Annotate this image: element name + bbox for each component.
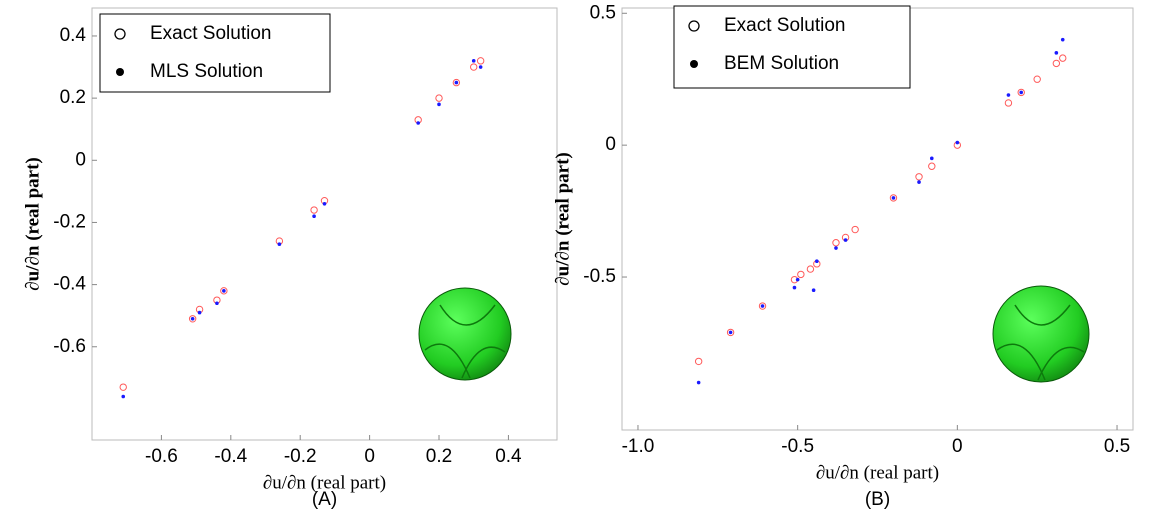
data-point (222, 289, 226, 293)
x-tick-label: -1.0 (622, 436, 655, 457)
data-point (121, 394, 126, 399)
data-point (726, 328, 735, 337)
data-point (215, 301, 219, 306)
data-point (834, 246, 838, 250)
data-point (891, 196, 896, 200)
sphere-a (418, 287, 512, 381)
data-point (476, 57, 485, 65)
data-point (1054, 51, 1059, 55)
data-point (188, 315, 197, 323)
x-tick-label: 0.5 (1104, 436, 1130, 457)
y-tick-label: -0.5 (583, 266, 616, 287)
x-tick-label: -0.4 (214, 446, 247, 467)
data-point (758, 302, 767, 310)
data-point (955, 140, 960, 145)
data-point (478, 65, 483, 69)
y-tick-label: -0.6 (53, 336, 86, 357)
x-tick-label: 0.4 (495, 446, 522, 467)
data-point (454, 80, 459, 85)
x-tick-label: 0 (952, 436, 963, 457)
data-point (728, 330, 733, 335)
data-point (795, 277, 800, 282)
x-tick-label: -0.6 (145, 446, 178, 467)
legend-box (99, 13, 331, 93)
y-tick-label: 0.4 (60, 25, 87, 46)
legend-marker (690, 60, 698, 68)
data-point (760, 304, 765, 308)
data-point (928, 162, 936, 170)
y-tick-label: 0.5 (590, 2, 616, 23)
y-tick-label: -0.2 (53, 211, 86, 232)
data-point (811, 288, 816, 293)
legend-label: MLS Solution (150, 61, 263, 82)
y-tick-label: 0 (75, 149, 86, 170)
legend-label: Exact Solution (724, 15, 845, 36)
y-tick-label: 0 (605, 134, 616, 155)
data-point (310, 206, 318, 214)
data-point (1059, 54, 1067, 62)
caption: (A) (312, 489, 337, 510)
data-point (806, 265, 815, 273)
data-point (843, 238, 848, 242)
data-point (1017, 88, 1025, 97)
data-point (694, 357, 703, 366)
data-point (452, 78, 461, 87)
data-point (416, 121, 420, 125)
data-point (696, 380, 701, 385)
data-point (220, 287, 228, 295)
data-point (851, 225, 859, 234)
data-point (1004, 99, 1013, 107)
y-axis-label: ∂u/∂n (real part) (552, 152, 573, 285)
data-point (322, 201, 327, 206)
legend-marker (114, 28, 126, 40)
x-tick-label: 0.2 (426, 446, 452, 467)
sphere-b (992, 285, 1090, 383)
data-point (929, 156, 934, 161)
legend-box (673, 5, 911, 89)
x-tick-label: 0 (364, 446, 375, 467)
y-tick-label: 0.2 (60, 87, 86, 108)
y-tick-label: -0.4 (53, 274, 86, 295)
data-point (190, 316, 195, 321)
legend-label: BEM Solution (724, 53, 839, 74)
data-point (792, 285, 797, 290)
data-point (312, 214, 316, 219)
x-axis-label: ∂u/∂n (real part) (816, 462, 939, 483)
data-point (435, 94, 443, 102)
data-point (1006, 93, 1011, 97)
data-point (832, 239, 840, 247)
data-point (119, 383, 127, 391)
data-point (197, 310, 202, 315)
legend-marker (688, 20, 700, 32)
y-axis-label: ∂u/∂n (real part) (22, 157, 43, 290)
legend-marker (116, 68, 124, 76)
data-point (915, 173, 923, 181)
data-point (1033, 75, 1041, 83)
x-axis-label: ∂u/∂n (real part) (263, 472, 386, 493)
data-point (470, 63, 478, 71)
data-point (1052, 59, 1061, 68)
x-tick-label: -0.5 (781, 436, 814, 457)
data-point (889, 194, 898, 202)
data-point (437, 102, 441, 107)
data-point (917, 180, 921, 184)
caption: (B) (865, 489, 890, 510)
plot-frame (91, 7, 558, 441)
data-point (1019, 90, 1024, 95)
legend-label: Exact Solution (150, 23, 271, 44)
data-point (471, 59, 476, 63)
data-point (277, 242, 282, 247)
data-point (797, 270, 805, 279)
data-point (1060, 37, 1065, 42)
data-point (815, 259, 819, 264)
x-tick-label: -0.2 (284, 446, 317, 467)
